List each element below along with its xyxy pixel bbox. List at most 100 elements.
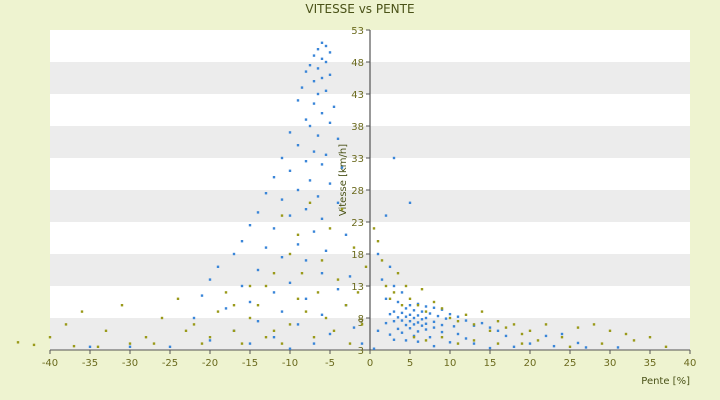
data-point-olive [264,284,268,288]
data-point-blue [320,217,324,220]
data-point-blue [432,306,436,309]
y-tick-label: 53 [351,26,364,37]
data-point-olive [344,304,348,307]
data-point-blue [308,179,312,182]
y-axis-label: Vitesse [km/h] [338,144,349,216]
y-tick-label: 23 [351,218,364,229]
data-point-blue [504,334,508,338]
data-point-olive [408,297,412,300]
data-point-blue [248,300,252,304]
data-point-blue [208,278,212,281]
data-point-olive [496,342,500,345]
x-tick-label: 10 [444,358,457,369]
data-point-olive [504,326,508,329]
data-point-olive [288,323,292,326]
data-point-olive [372,227,376,230]
data-point-blue [264,246,268,249]
data-point-blue [320,313,324,316]
data-point-blue [444,317,448,320]
y-tick-label: 33 [351,154,364,165]
data-point-blue [324,60,328,64]
data-point-blue [420,310,424,313]
data-point-olive [232,304,236,307]
data-point-blue [324,89,328,92]
data-point-blue [312,102,316,105]
y-tick-label: 48 [351,58,364,69]
y-tick-label: 13 [351,282,364,293]
x-tick-label: -5 [325,358,335,369]
data-point-blue [168,345,172,348]
data-point-blue [316,195,320,198]
data-point-blue [288,347,292,350]
data-point-olive [144,336,148,339]
data-point-olive [48,336,52,339]
data-point-blue [316,92,320,96]
data-point-blue [428,312,432,315]
data-point-blue [324,153,328,156]
data-point-blue [264,192,268,195]
data-point-olive [420,288,424,291]
data-point-olive [448,316,452,320]
data-point-blue [452,325,456,328]
data-point-blue [480,321,484,325]
data-point-olive [64,323,68,326]
data-point-blue [388,333,392,336]
data-point-olive [152,342,156,345]
data-point-blue [392,156,396,160]
data-point-blue [392,320,396,323]
x-tick-label: 30 [604,358,617,369]
data-point-olive [600,342,604,345]
data-point-blue [448,312,452,316]
data-point-blue [304,160,308,163]
data-point-olive [184,329,188,332]
data-point-olive [496,320,500,323]
data-point-blue [272,291,276,294]
data-point-blue [440,308,444,311]
data-point-blue [416,302,420,306]
data-point-blue [332,105,336,108]
data-point-olive [280,214,284,217]
x-tick-label: 0 [367,358,373,369]
data-point-blue [296,99,300,102]
x-tick-label: -40 [42,358,58,369]
data-point-blue [272,176,276,179]
data-point-blue [384,321,388,325]
data-point-blue [432,326,436,329]
data-point-blue [416,314,420,317]
data-point-blue [392,338,396,341]
data-point-blue [428,336,432,339]
data-point-blue [416,340,420,343]
data-point-olive [328,227,332,230]
data-point-blue [392,284,396,288]
data-point-olive [256,304,260,307]
data-point-olive [520,332,524,336]
data-point-olive [104,329,108,332]
data-point-blue [192,316,196,320]
data-point-olive [648,336,652,339]
data-point-blue [424,316,428,320]
data-point-olive [664,345,668,348]
data-point-blue [456,315,460,318]
data-point-blue [420,318,424,321]
data-point-blue [424,328,428,331]
data-point-blue [400,319,404,322]
data-point-blue [280,198,284,201]
data-point-blue [304,70,308,73]
data-point-blue [248,224,252,227]
data-point-olive [340,208,344,211]
data-point-blue [412,323,416,326]
data-point-blue [304,208,308,211]
data-point-olive [464,313,468,316]
data-point-olive [312,336,316,339]
data-point-blue [584,346,588,349]
data-point-blue [384,214,388,217]
data-point-blue [560,332,564,336]
data-point-blue [304,259,308,262]
data-point-olive [412,336,416,339]
data-point-olive [440,307,444,310]
x-axis-label: Pente [%] [641,376,690,387]
data-point-olive [608,329,612,332]
data-point-olive [568,345,572,348]
data-point-blue [308,124,312,128]
data-point-blue [316,48,320,51]
